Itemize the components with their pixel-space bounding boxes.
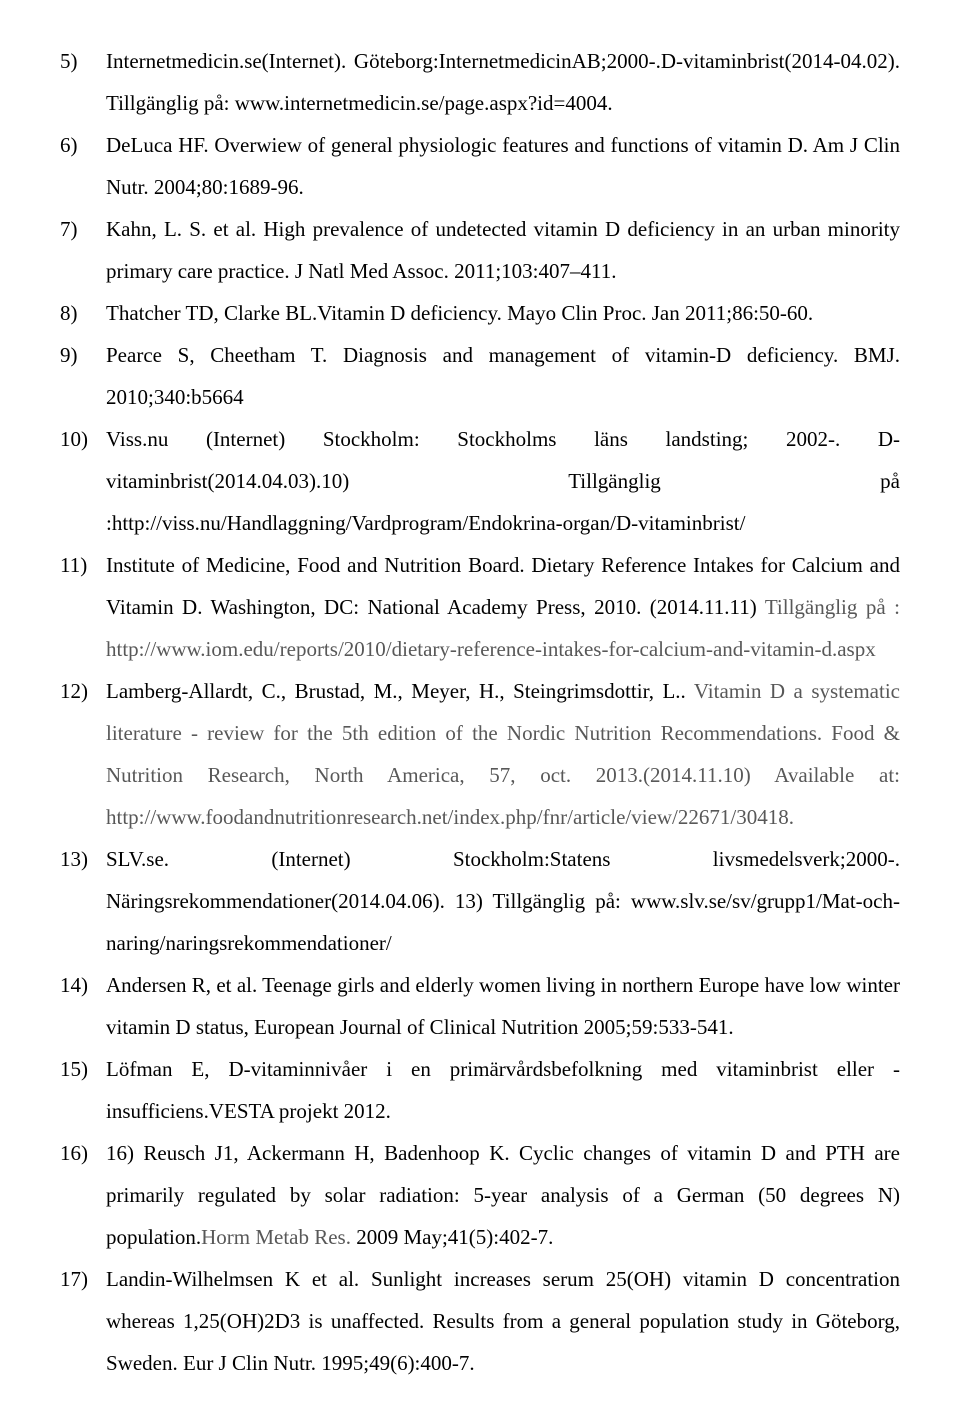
reference-number: 14) <box>60 964 106 1048</box>
reference-item: 5) Internetmedicin.se(Internet). Götebor… <box>60 40 900 124</box>
reference-text-part: Horm Metab Res. <box>201 1225 351 1249</box>
reference-number: 16) <box>60 1132 106 1258</box>
reference-item: 16) 16) Reusch J1, Ackermann H, Badenhoo… <box>60 1132 900 1258</box>
reference-item: 6) DeLuca HF. Overwiew of general physio… <box>60 124 900 208</box>
reference-number: 7) <box>60 208 106 292</box>
reference-text: Andersen R, et al. Teenage girls and eld… <box>106 964 900 1048</box>
reference-number: 12) <box>60 670 106 838</box>
reference-text: Löfman E, D-vitaminnivåer i en primärvår… <box>106 1048 900 1132</box>
reference-text: Lamberg-Allardt, C., Brustad, M., Meyer,… <box>106 670 900 838</box>
reference-number: 6) <box>60 124 106 208</box>
reference-text-part: 2009 May;41(5):402-7. <box>351 1225 553 1249</box>
reference-text: Institute of Medicine, Food and Nutritio… <box>106 544 900 670</box>
reference-item: 15) Löfman E, D-vitaminnivåer i en primä… <box>60 1048 900 1132</box>
reference-item: 7) Kahn, L. S. et al. High prevalence of… <box>60 208 900 292</box>
reference-number: 13) <box>60 838 106 964</box>
reference-item: 10) Viss.nu (Internet) Stockholm: Stockh… <box>60 418 900 544</box>
reference-item: 17) Landin-Wilhelmsen K et al. Sunlight … <box>60 1258 900 1384</box>
reference-item: 13) SLV.se. (Internet) Stockholm:Statens… <box>60 838 900 964</box>
reference-number: 15) <box>60 1048 106 1132</box>
reference-list: 5) Internetmedicin.se(Internet). Götebor… <box>60 40 900 1384</box>
reference-item: 14) Andersen R, et al. Teenage girls and… <box>60 964 900 1048</box>
reference-number: 8) <box>60 292 106 334</box>
reference-text: 16) Reusch J1, Ackermann H, Badenhoop K.… <box>106 1132 900 1258</box>
reference-text: SLV.se. (Internet) Stockholm:Statens liv… <box>106 838 900 964</box>
reference-text: Kahn, L. S. et al. High prevalence of un… <box>106 208 900 292</box>
reference-text: Pearce S, Cheetham T. Diagnosis and mana… <box>106 334 900 418</box>
reference-item: 12) Lamberg-Allardt, C., Brustad, M., Me… <box>60 670 900 838</box>
reference-text: Internetmedicin.se(Internet). Göteborg:I… <box>106 40 900 124</box>
reference-item: 8) Thatcher TD, Clarke BL.Vitamin D defi… <box>60 292 900 334</box>
reference-item: 11) Institute of Medicine, Food and Nutr… <box>60 544 900 670</box>
reference-number: 5) <box>60 40 106 124</box>
reference-text: Thatcher TD, Clarke BL.Vitamin D deficie… <box>106 292 900 334</box>
reference-number: 17) <box>60 1258 106 1384</box>
reference-text: Viss.nu (Internet) Stockholm: Stockholms… <box>106 418 900 544</box>
reference-text: DeLuca HF. Overwiew of general physiolog… <box>106 124 900 208</box>
reference-text-part: Lamberg-Allardt, C., Brustad, M., Meyer,… <box>106 679 694 703</box>
reference-number: 9) <box>60 334 106 418</box>
reference-number: 11) <box>60 544 106 670</box>
reference-text: Landin-Wilhelmsen K et al. Sunlight incr… <box>106 1258 900 1384</box>
reference-item: 9) Pearce S, Cheetham T. Diagnosis and m… <box>60 334 900 418</box>
reference-number: 10) <box>60 418 106 544</box>
